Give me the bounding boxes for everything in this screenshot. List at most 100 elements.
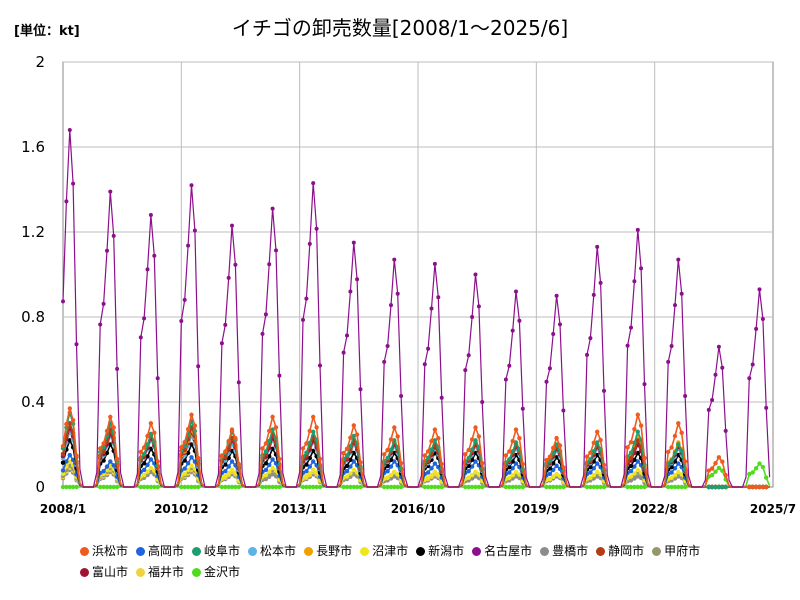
- data-point: [67, 452, 73, 458]
- data-point: [311, 181, 316, 186]
- data-point: [632, 457, 637, 462]
- legend-marker: [192, 547, 202, 556]
- y-tick-label: 0: [35, 478, 45, 496]
- data-point: [388, 476, 394, 481]
- data-point: [706, 468, 711, 473]
- data-point: [223, 462, 228, 467]
- data-point: [148, 457, 154, 462]
- data-point: [101, 484, 106, 490]
- data-point: [507, 449, 512, 454]
- data-point: [344, 469, 350, 474]
- data-point: [274, 248, 278, 253]
- data-point: [547, 366, 552, 371]
- data-point: [395, 434, 400, 439]
- data-point: [676, 469, 681, 475]
- data-point: [304, 441, 309, 446]
- data-point: [669, 475, 674, 480]
- data-point: [551, 445, 556, 451]
- data-point: [585, 352, 589, 357]
- y-tick-label: 1.6: [21, 138, 45, 156]
- data-point: [348, 471, 353, 476]
- data-point: [392, 474, 397, 479]
- data-point: [429, 484, 434, 490]
- data-point: [760, 484, 766, 490]
- data-point: [114, 456, 120, 462]
- data-point: [463, 484, 468, 490]
- data-point: [507, 484, 512, 490]
- data-point: [473, 459, 478, 464]
- data-point: [351, 450, 356, 456]
- data-point: [351, 459, 356, 464]
- data-point: [145, 469, 150, 474]
- data-point: [588, 465, 593, 470]
- data-point: [105, 248, 109, 253]
- data-point: [307, 471, 312, 476]
- data-point: [480, 461, 485, 466]
- data-point: [344, 463, 350, 469]
- data-point: [554, 293, 559, 298]
- data-point: [392, 484, 397, 490]
- data-point: [182, 471, 187, 476]
- data-point: [513, 452, 519, 458]
- data-point: [595, 469, 600, 475]
- y-tick-label: 2: [35, 53, 45, 71]
- data-point: [754, 326, 759, 331]
- data-point: [598, 437, 603, 443]
- data-point: [219, 341, 224, 346]
- data-point: [510, 466, 515, 471]
- data-point: [588, 475, 593, 480]
- data-point: [432, 438, 438, 443]
- data-point: [666, 484, 671, 490]
- data-point: [267, 438, 272, 444]
- data-point: [108, 463, 113, 468]
- x-tick-label: 2008/1: [40, 502, 86, 516]
- data-point: [60, 484, 66, 490]
- data-point: [706, 407, 711, 412]
- data-point: [469, 447, 475, 452]
- data-point: [354, 432, 360, 437]
- data-point: [517, 472, 522, 477]
- data-point: [628, 469, 634, 474]
- data-point: [307, 241, 312, 246]
- data-point: [463, 452, 468, 457]
- data-point: [544, 457, 549, 463]
- data-point: [67, 459, 73, 464]
- data-point: [558, 322, 562, 327]
- data-point: [510, 328, 515, 333]
- data-point: [67, 421, 73, 426]
- data-point: [602, 388, 606, 393]
- data-point: [304, 296, 309, 301]
- data-point: [473, 272, 478, 277]
- data-point: [260, 484, 265, 490]
- data-point: [351, 240, 356, 245]
- data-point: [263, 461, 269, 466]
- legend-item: 富山市: [80, 563, 128, 580]
- data-point: [263, 484, 269, 490]
- data-point: [679, 430, 684, 435]
- data-point: [632, 484, 637, 490]
- data-point: [67, 484, 73, 490]
- data-point: [236, 380, 241, 385]
- data-point: [635, 484, 640, 490]
- data-point: [682, 484, 688, 490]
- legend-label: 甲府市: [664, 544, 701, 558]
- data-point: [182, 484, 187, 490]
- data-point: [436, 472, 441, 477]
- data-point: [189, 484, 194, 490]
- legend-label: 浜松市: [92, 544, 129, 558]
- data-point: [341, 350, 346, 355]
- data-point: [669, 484, 674, 490]
- data-point: [229, 467, 235, 473]
- data-point: [67, 463, 73, 468]
- legend-item: 新潟市: [416, 542, 464, 559]
- data-point: [676, 484, 681, 490]
- data-point: [263, 467, 269, 473]
- data-point: [642, 382, 647, 387]
- data-point: [115, 366, 120, 371]
- data-point: [273, 484, 279, 490]
- data-point: [145, 462, 150, 468]
- data-point: [672, 472, 678, 478]
- data-point: [628, 474, 634, 479]
- data-point: [388, 447, 394, 452]
- data-point: [595, 429, 600, 434]
